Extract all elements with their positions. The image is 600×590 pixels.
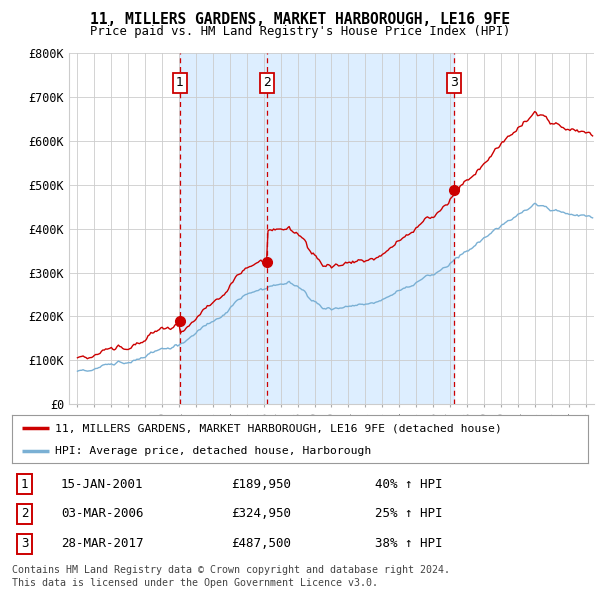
Text: 2: 2	[263, 77, 271, 90]
Text: HPI: Average price, detached house, Harborough: HPI: Average price, detached house, Harb…	[55, 446, 371, 456]
Text: 25% ↑ HPI: 25% ↑ HPI	[375, 507, 442, 520]
Text: 28-MAR-2017: 28-MAR-2017	[61, 537, 143, 550]
Bar	[266, 53, 454, 404]
Text: 3: 3	[450, 77, 458, 90]
Text: 1: 1	[21, 477, 28, 490]
Text: 03-MAR-2006: 03-MAR-2006	[61, 507, 143, 520]
Text: £487,500: £487,500	[231, 537, 291, 550]
Text: £189,950: £189,950	[231, 477, 291, 490]
Text: 1: 1	[176, 77, 184, 90]
Text: Price paid vs. HM Land Registry's House Price Index (HPI): Price paid vs. HM Land Registry's House …	[90, 25, 510, 38]
Text: £324,950: £324,950	[231, 507, 291, 520]
Text: 40% ↑ HPI: 40% ↑ HPI	[375, 477, 442, 490]
Text: 3: 3	[21, 537, 28, 550]
Text: 11, MILLERS GARDENS, MARKET HARBOROUGH, LE16 9FE (detached house): 11, MILLERS GARDENS, MARKET HARBOROUGH, …	[55, 423, 502, 433]
Text: 38% ↑ HPI: 38% ↑ HPI	[375, 537, 442, 550]
Text: 15-JAN-2001: 15-JAN-2001	[61, 477, 143, 490]
Text: 2: 2	[21, 507, 28, 520]
Text: 11, MILLERS GARDENS, MARKET HARBOROUGH, LE16 9FE: 11, MILLERS GARDENS, MARKET HARBOROUGH, …	[90, 12, 510, 27]
Text: This data is licensed under the Open Government Licence v3.0.: This data is licensed under the Open Gov…	[12, 578, 378, 588]
Text: Contains HM Land Registry data © Crown copyright and database right 2024.: Contains HM Land Registry data © Crown c…	[12, 565, 450, 575]
Bar	[180, 53, 266, 404]
